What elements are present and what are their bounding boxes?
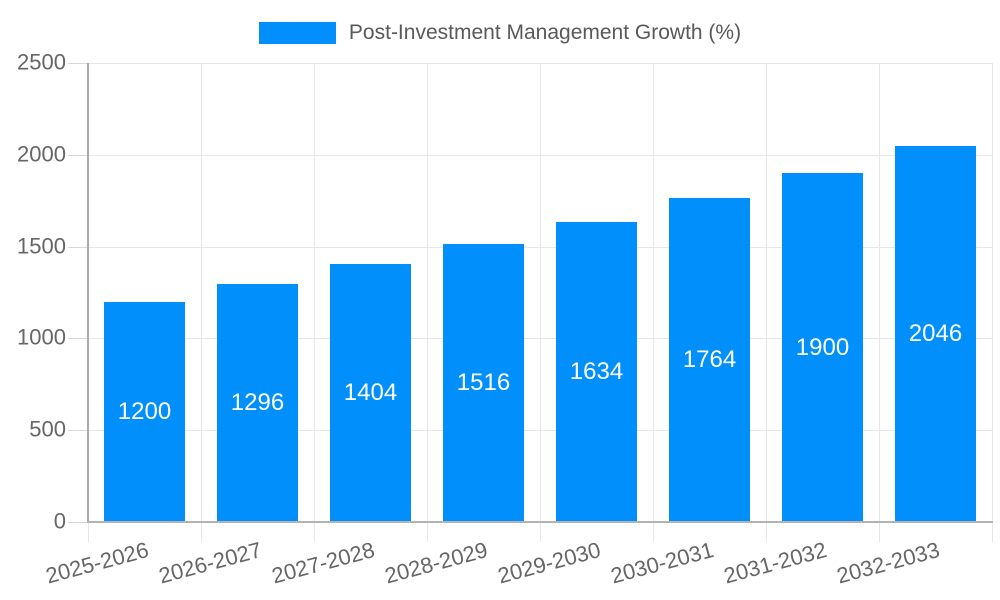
bar-value-label: 1900 bbox=[795, 333, 850, 361]
legend: Post-Investment Management Growth (%) bbox=[0, 21, 1000, 45]
bar-value-label: 2046 bbox=[908, 320, 963, 348]
y-axis-tick bbox=[68, 154, 88, 156]
y-axis-tick bbox=[68, 63, 88, 64]
gridline-vertical bbox=[540, 63, 541, 542]
bar-value-label: 1200 bbox=[117, 397, 172, 425]
bar bbox=[895, 146, 976, 522]
y-tick-label: 500 bbox=[29, 416, 66, 442]
legend-swatch bbox=[258, 22, 336, 44]
bar bbox=[669, 198, 750, 522]
bar-value-label: 1404 bbox=[343, 379, 398, 407]
y-axis-line bbox=[87, 63, 89, 523]
x-axis-line bbox=[87, 521, 993, 523]
y-tick-label: 1000 bbox=[17, 324, 66, 350]
y-axis-tick bbox=[68, 338, 88, 340]
y-axis-tick bbox=[68, 246, 88, 248]
gridline-vertical bbox=[879, 63, 880, 542]
gridline-vertical bbox=[314, 63, 315, 542]
gridline-vertical bbox=[992, 63, 993, 542]
y-axis-tick bbox=[68, 522, 88, 523]
bar bbox=[104, 301, 185, 522]
gridline-vertical bbox=[653, 63, 654, 542]
gridline-vertical bbox=[427, 63, 428, 542]
y-tick-label: 2500 bbox=[17, 49, 66, 75]
legend-label: Post-Investment Management Growth (%) bbox=[348, 21, 742, 44]
gridline-vertical bbox=[201, 63, 202, 542]
bar bbox=[782, 173, 863, 522]
bar-value-label: 1296 bbox=[230, 389, 285, 417]
bar-value-label: 1634 bbox=[569, 357, 624, 385]
y-tick-label: 1500 bbox=[17, 233, 66, 259]
bar-value-label: 1516 bbox=[456, 368, 511, 396]
bar bbox=[556, 221, 637, 522]
bar-value-label: 1764 bbox=[682, 346, 737, 374]
y-tick-label: 2000 bbox=[17, 141, 66, 167]
bar bbox=[217, 284, 298, 522]
gridline-vertical bbox=[766, 63, 767, 542]
bar bbox=[443, 243, 524, 522]
y-axis-tick bbox=[68, 430, 88, 432]
y-tick-label: 0 bbox=[53, 508, 66, 534]
bar bbox=[330, 264, 411, 522]
